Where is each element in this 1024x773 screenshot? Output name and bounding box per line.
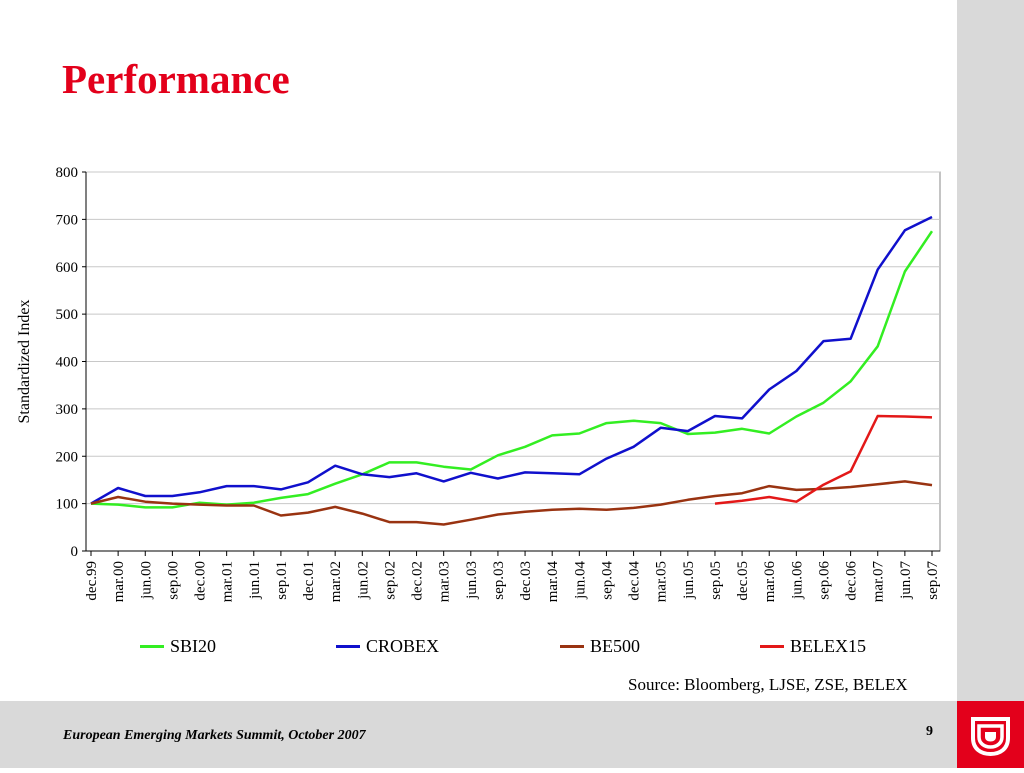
legend-swatch	[140, 645, 164, 648]
page-title: Performance	[62, 56, 290, 102]
x-tick-label: dec.05	[735, 561, 751, 601]
footer-bar	[0, 701, 1024, 768]
x-tick-label: jun.07	[898, 561, 914, 600]
x-tick-label: mar.06	[762, 561, 778, 603]
x-tick-label: sep.03	[491, 561, 507, 600]
line-chart: 0 100 200 300 400 500 600 700 800 dec.99 mar.00 jun…	[16, 165, 941, 603]
side-bar	[957, 0, 1024, 768]
series-line-belex15	[714, 414, 933, 505]
x-tick-label: mar.00	[111, 561, 127, 602]
x-tick-label: jun.05	[681, 561, 697, 600]
legend-label: BE500	[590, 636, 641, 656]
y-tick-label: 300	[56, 402, 79, 418]
y-tick-label: 100	[56, 497, 79, 513]
x-tick-label: jun.02	[355, 561, 371, 600]
x-tick-label: mar.03	[437, 561, 453, 602]
x-tick-label: sep.05	[708, 561, 724, 600]
y-tick-label: 700	[56, 212, 79, 228]
y-tick-label: 200	[56, 449, 79, 465]
legend-label: CROBEX	[366, 636, 440, 656]
x-tick-label: sep.02	[382, 561, 398, 600]
x-tick-label: mar.02	[328, 561, 344, 602]
x-tick-label: mar.07	[871, 561, 887, 603]
legend-item-crobex: CROBEX	[336, 636, 439, 657]
x-tick-label: jun.06	[789, 561, 805, 600]
x-tick-label: dec.03	[518, 561, 534, 601]
legend-item-sbi20: SBI20	[140, 636, 216, 657]
legend-item-be500: BE500	[560, 636, 640, 657]
x-tick-label: sep.00	[165, 561, 181, 600]
y-axis-title: Standardized Index	[16, 300, 33, 424]
x-tick-label: dec.04	[627, 561, 643, 601]
series-line-crobex	[90, 215, 933, 505]
legend-swatch	[336, 645, 360, 648]
series-line-be500	[90, 480, 933, 526]
y-tick-label: 800	[56, 165, 79, 181]
x-tick-label: sep.04	[599, 561, 615, 600]
x-tick-label: mar.04	[545, 561, 561, 603]
x-tick-label: dec.99	[84, 561, 100, 601]
source-note: Source: Bloomberg, LJSE, ZSE, BELEX	[628, 675, 908, 694]
x-tick-label: dec.02	[410, 561, 426, 601]
x-tick-label: jun.03	[464, 561, 480, 600]
hypo-bank-logo-icon	[957, 701, 1024, 768]
legend-label: SBI20	[170, 636, 217, 656]
legend-item-belex15: BELEX15	[760, 636, 866, 657]
y-tick-label: 500	[56, 307, 79, 323]
x-tick-label: dec.01	[301, 561, 317, 601]
x-tick-label: mar.05	[654, 561, 670, 602]
x-tick-label: sep.07	[925, 561, 941, 600]
y-tick-label: 600	[56, 260, 79, 276]
legend-swatch	[760, 645, 784, 648]
x-tick-label: dec.06	[844, 561, 860, 601]
x-tick-label: jun.01	[247, 561, 263, 600]
legend-swatch	[560, 645, 584, 648]
page-number: 9	[926, 724, 933, 739]
x-tick-label: mar.01	[220, 561, 236, 602]
y-tick-label: 400	[56, 355, 79, 371]
x-tick-label: sep.01	[274, 561, 290, 600]
x-tick-label: jun.00	[138, 561, 154, 600]
y-tick-label: 0	[71, 544, 79, 560]
x-tick-label: dec.00	[193, 561, 209, 601]
x-tick-label: sep.06	[816, 561, 832, 600]
footer-text: European Emerging Markets Summit, Octobe…	[63, 728, 366, 743]
x-tick-label: jun.04	[572, 561, 588, 600]
legend-label: BELEX15	[790, 636, 866, 656]
chart-legend: SBI20 CROBEX BE500 BELEX15	[0, 636, 957, 660]
